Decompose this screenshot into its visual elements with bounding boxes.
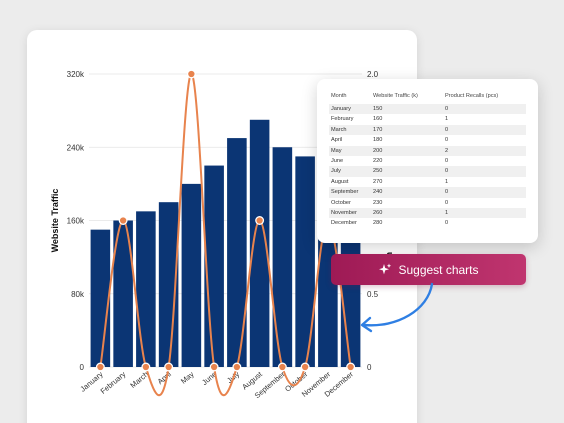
table-cell: 1 (443, 208, 526, 219)
table-cell: 150 (371, 104, 443, 115)
y-tick-label: 240k (67, 143, 85, 152)
bar (136, 211, 156, 367)
recalls-point (232, 362, 242, 372)
table-cell: 0 (443, 124, 526, 136)
table-cell: 170 (371, 124, 443, 136)
table-row: August 270 1 (329, 177, 526, 187)
bar (227, 138, 247, 367)
y-tick-label: 160k (67, 217, 85, 226)
table-row: June 220 0 (329, 156, 526, 166)
table-header-cell: Product Recalls (pcs) (445, 93, 499, 99)
y2-tick-label: 2.0 (367, 70, 379, 79)
bar (158, 202, 179, 367)
table-cell: 2 (443, 145, 526, 157)
table-cell: August (331, 178, 349, 185)
suggest-charts-label: Suggest charts (398, 262, 479, 277)
table-cell: 0 (445, 137, 449, 144)
table-row: November 260 1 (329, 208, 526, 219)
y-tick-label: 0 (80, 363, 85, 372)
bar (295, 156, 315, 367)
recalls-point (209, 362, 219, 372)
table-cell: September (329, 187, 371, 198)
y-axis-label: Website Traffic (50, 189, 60, 253)
bar (113, 220, 133, 367)
bar (272, 147, 293, 367)
table-cell: October (331, 199, 351, 206)
table-cell: 0 (445, 199, 449, 206)
table-row: September 240 0 (329, 187, 526, 198)
recalls-point (255, 216, 265, 225)
recalls-point (118, 216, 128, 225)
recalls-point (141, 362, 151, 372)
recalls-point (186, 69, 196, 79)
x-tick-label: May (179, 369, 196, 385)
data-table-popup: Month Website Traffic (k) Product Recalls … (317, 79, 538, 243)
table-cell: June (331, 158, 344, 165)
bar (249, 119, 270, 367)
table-cell: July (329, 166, 371, 177)
table-cell: May (329, 145, 371, 157)
recalls-point (95, 362, 105, 372)
table-cell: 230 (373, 199, 383, 206)
table-header-cell: Month (331, 93, 347, 99)
suggest-charts-button[interactable]: Suggest charts (331, 254, 526, 285)
table-row: October 230 0 (329, 198, 526, 208)
recalls-point (277, 362, 287, 372)
table-cell: 160 (373, 116, 383, 123)
table-row: December 280 0 (329, 218, 526, 228)
curved-arrow-icon (360, 282, 434, 333)
table-cell: 0 (443, 104, 526, 115)
table-cell: 260 (371, 208, 443, 219)
bar (181, 183, 202, 367)
table-header-cell: Website Traffic (k) (373, 93, 418, 99)
table-cell: 220 (373, 158, 383, 165)
table-cell: 1 (445, 178, 449, 185)
table-cell: 1 (445, 116, 449, 123)
table-cell: 180 (373, 137, 383, 144)
y-tick-label: 320k (67, 70, 85, 79)
sparkle-icon (378, 263, 392, 277)
table-cell: 240 (371, 187, 443, 198)
y-tick-label: 80k (71, 290, 85, 299)
table-row: May 200 2 (329, 145, 526, 157)
table-cell: 0 (445, 158, 449, 165)
table-row: July 250 0 (329, 166, 526, 177)
data-table: Month Website Traffic (k) Product Recalls … (329, 93, 526, 229)
table-row: April 180 0 (329, 135, 526, 145)
table-row: February 160 1 (329, 114, 526, 124)
recalls-point (164, 362, 174, 372)
recalls-point (346, 362, 356, 372)
table-cell: November (329, 208, 371, 219)
recalls-point (300, 362, 310, 372)
table-cell: 0 (443, 187, 526, 198)
x-tick-label: February (99, 369, 128, 395)
table-cell: 250 (371, 166, 443, 177)
table-header-row: Month Website Traffic (k) Product Recalls … (329, 93, 526, 104)
table-row: March 170 0 (329, 124, 526, 136)
table-cell: March (329, 124, 371, 136)
y2-tick-label: 0 (367, 363, 372, 372)
table-cell: January (329, 104, 371, 115)
table-cell: April (331, 137, 343, 144)
bar (90, 229, 111, 367)
table-row: January 150 0 (329, 104, 526, 115)
table-cell: 270 (373, 178, 383, 185)
table-cell: 280 (373, 220, 383, 227)
table-cell: 0 (445, 220, 449, 227)
table-cell: 200 (371, 145, 443, 157)
table-cell: February (331, 116, 354, 123)
y2-tick-label: 0.5 (367, 290, 379, 299)
table-cell: 0 (443, 166, 526, 177)
table-cell: December (331, 220, 357, 227)
